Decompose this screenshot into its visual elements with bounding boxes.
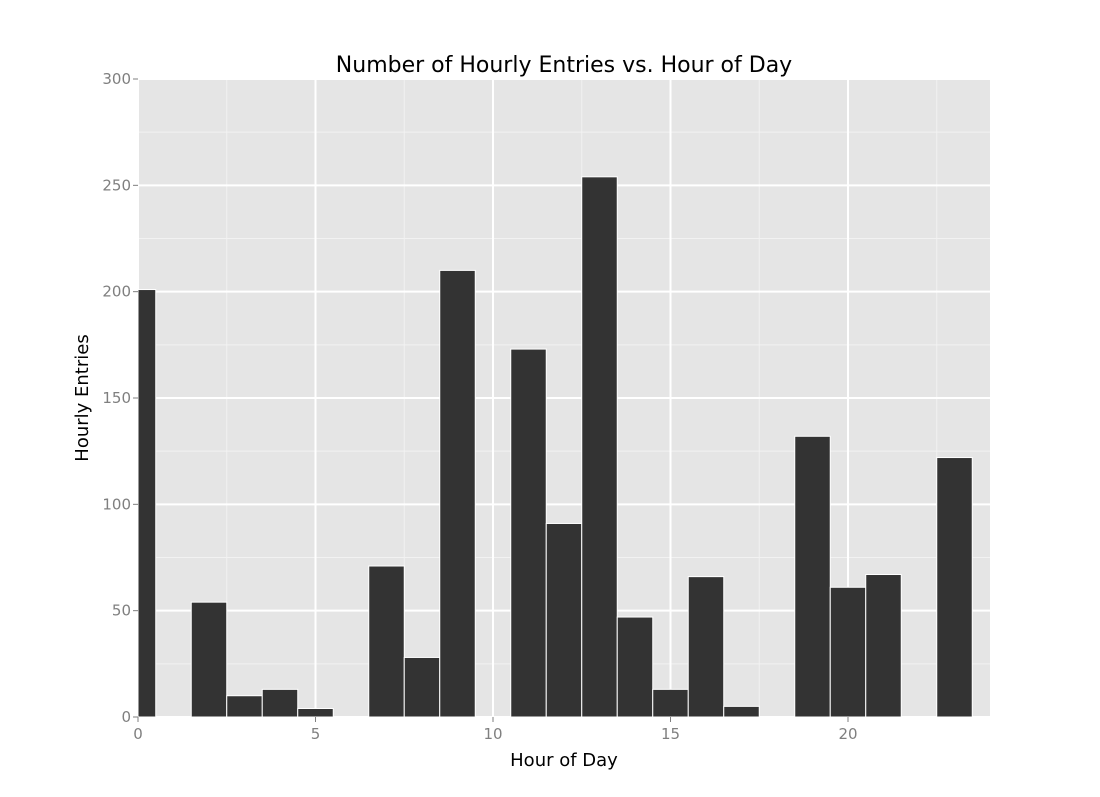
x-axis-title: Hour of Day bbox=[510, 750, 618, 771]
bar-hour-15 bbox=[652, 688, 689, 718]
x-tick-label: 20 bbox=[838, 725, 857, 743]
bar-hour-13 bbox=[581, 176, 618, 718]
y-tick-label: 0 bbox=[121, 708, 131, 726]
bar-hour-14 bbox=[616, 616, 654, 718]
y-tick-label: 300 bbox=[102, 70, 131, 88]
y-tick-label: 200 bbox=[102, 283, 131, 301]
bar-hour-8 bbox=[403, 656, 441, 718]
y-tick-label: 100 bbox=[102, 495, 131, 513]
bar-hour-19 bbox=[794, 435, 831, 718]
bar-hour-16 bbox=[687, 576, 725, 718]
x-tick-label: 0 bbox=[133, 725, 143, 743]
chart-title: Number of Hourly Entries vs. Hour of Day bbox=[336, 53, 792, 78]
y-tick-label: 150 bbox=[102, 389, 131, 407]
x-axis-ticks: 0 5 10 15 20 bbox=[133, 717, 858, 743]
y-axis-ticks: 0 50 100 150 200 250 300 bbox=[102, 70, 138, 726]
bar-hour-3 bbox=[226, 695, 263, 718]
y-tick-label: 50 bbox=[112, 602, 131, 620]
y-axis-title: Hourly Entries bbox=[72, 334, 93, 461]
x-tick-label: 15 bbox=[661, 725, 680, 743]
bar-hour-21 bbox=[865, 574, 902, 718]
bar-hour-9 bbox=[439, 269, 476, 718]
bar-hour-20 bbox=[829, 586, 867, 718]
bar-hour-23 bbox=[936, 457, 973, 718]
bar-hour-4 bbox=[261, 688, 299, 718]
bar-hour-12 bbox=[545, 522, 583, 718]
bar-hour-7 bbox=[368, 565, 405, 718]
bar-hour-11 bbox=[510, 348, 547, 718]
y-tick-label: 250 bbox=[102, 176, 131, 194]
bar-hour-0 bbox=[137, 289, 157, 718]
bar-hour-2 bbox=[190, 601, 228, 718]
bar-hour-5 bbox=[297, 707, 334, 718]
x-tick-label: 10 bbox=[483, 725, 502, 743]
bar-hour-17 bbox=[723, 705, 760, 718]
x-tick-label: 5 bbox=[311, 725, 321, 743]
bars-group bbox=[137, 176, 973, 718]
